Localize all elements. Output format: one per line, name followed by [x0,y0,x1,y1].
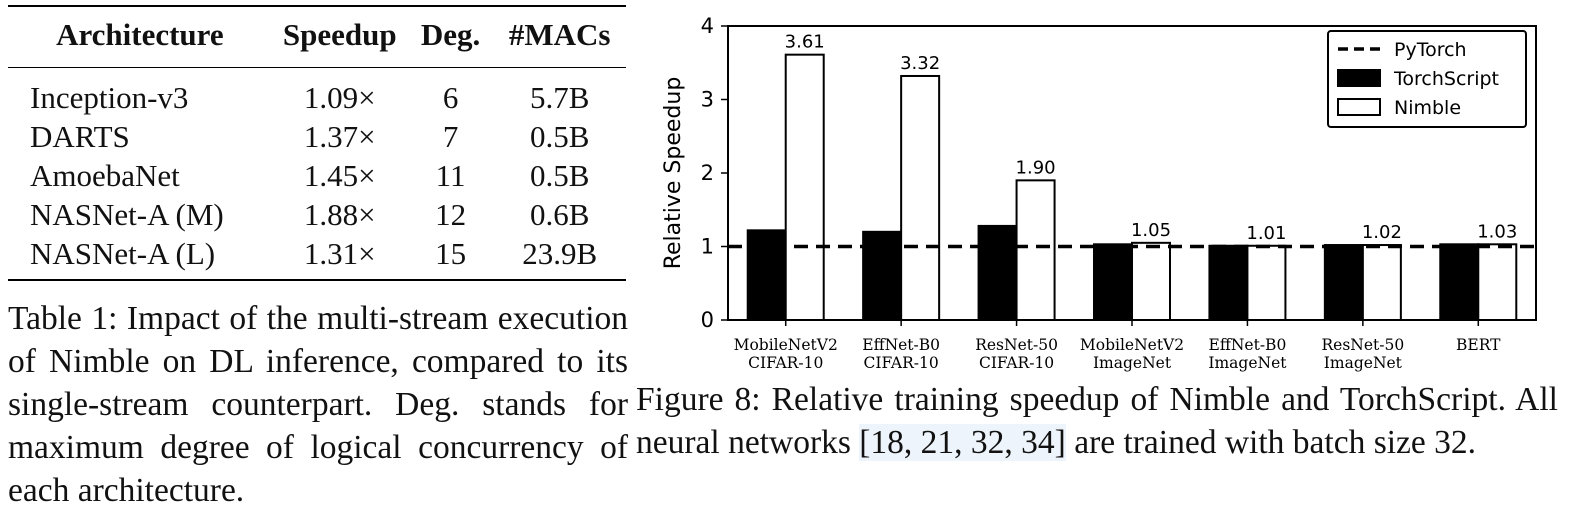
bar-torchscript-3 [1093,243,1133,321]
speedup-bar-chart: 3.61MobileNetV2CIFAR-103.32EffNet-B0CIFA… [661,14,1537,372]
x-tick-label-3-1: ImageNet [1093,354,1172,372]
cell-macs: 0.5B [529,158,590,193]
x-tick-label-6-0: BERT [1456,336,1501,354]
data-label-3: 1.05 [1131,220,1171,241]
figure-caption: Figure 8: Relative training speedup of N… [636,378,1558,464]
table-caption: Table 1: Impact of the multi-stream exec… [8,300,628,509]
y-tick-label-0: 0 [701,308,714,332]
cell-speedup: 1.37× [303,119,376,154]
table-row: NASNet-A (M) 1.88× 12 0.6B [8,195,626,234]
cell-speedup: 1.31× [271,234,408,281]
table-header-row: Architecture Speedup Deg. #MACs [8,5,626,68]
cell-degree: 7 [442,119,459,154]
bar-nimble-1 [900,74,941,322]
bar-torchscript-2 [977,224,1018,321]
x-tick-label-0-0: MobileNetV2 [734,336,838,354]
legend-swatch-nimble [1337,98,1381,116]
x-tick-label-4-1: ImageNet [1208,354,1287,372]
legend-label-nimble: Nimble [1394,97,1461,119]
table-1: Architecture Speedup Deg. #MACs Inceptio… [8,5,626,281]
results-table: Architecture Speedup Deg. #MACs Inceptio… [8,5,626,281]
y-tick-label-4: 4 [701,14,714,38]
cell-architecture: DARTS [30,119,130,154]
bar-nimble-2 [1015,179,1056,321]
data-label-4: 1.01 [1246,223,1286,244]
bar-nimble-0 [784,53,825,321]
bar-torchscript-0 [746,229,787,321]
x-tick-label-5-1: ImageNet [1324,354,1403,372]
bar-nimble-6 [1477,243,1518,321]
x-tick-label-1-0: EffNet-B0 [862,336,940,354]
cell-macs: 23.9B [493,234,626,281]
bar-nimble-4 [1246,244,1287,321]
x-tick-label-4-0: EffNet-B0 [1209,336,1287,354]
cell-architecture: Inception-v3 [30,80,189,115]
data-label-5: 1.02 [1362,222,1402,243]
header-speedup: Speedup [271,5,408,68]
cell-architecture: NASNet-A (M) [30,197,224,232]
header-architecture: Architecture [8,5,272,68]
cell-speedup: 1.88× [303,197,376,232]
bar-torchscript-5 [1323,244,1364,321]
legend-label-torchscript: TorchScript [1393,68,1499,90]
legend-label-pytorch: PyTorch [1394,39,1467,61]
x-tick-label-2-1: CIFAR-10 [979,354,1054,372]
data-label-0: 3.61 [785,32,825,53]
bar-torchscript-4 [1208,244,1249,321]
cell-speedup: 1.09× [303,80,376,115]
cell-degree: 11 [435,158,466,193]
x-tick-label-2-0: ResNet-50 [975,336,1058,354]
bar-torchscript-6 [1439,243,1480,321]
table-row: NASNet-A (L) 1.31× 15 23.9B [8,234,626,281]
legend-swatch-torchscript [1337,69,1381,87]
figure-caption-text: Figure 8: Relative training speedup of N… [636,381,1558,461]
cell-macs: 0.5B [529,119,590,154]
figure-caption-text-end: are trained with batch size 32. [1065,424,1477,461]
x-tick-label-0-1: CIFAR-10 [748,354,823,372]
cell-architecture: AmoebaNet [30,158,180,193]
cell-degree: 6 [442,80,459,115]
figure-8: 3.61 MobileNetV2 CIFAR-10 3.32 EffNet-B0 CIFA… [636,0,1592,524]
table-row: Inception-v3 1.09× 6 5.7B [8,68,626,118]
cell-macs: 5.7B [529,80,590,115]
data-label-6: 1.03 [1477,221,1517,242]
x-tick-label-3-0: MobileNetV2 [1080,336,1184,354]
cell-degree: 15 [407,234,494,281]
cell-degree: 12 [435,197,467,232]
header-macs: #MACs [493,5,626,68]
x-tick-label-1-1: CIFAR-10 [864,354,939,372]
bar-nimble-3 [1131,241,1171,321]
table-row: DARTS 1.37× 7 0.5B [8,117,626,156]
header-degree: Deg. [407,5,494,68]
citation-link[interactable]: [18, 21, 32, 34] [859,424,1066,461]
y-tick-label-2: 2 [701,161,714,185]
y-tick-label-3: 3 [701,88,714,112]
cell-macs: 0.6B [529,197,590,232]
x-tick-label-5-0: ResNet-50 [1321,336,1404,354]
table-row: AmoebaNet 1.45× 11 0.5B [8,156,626,195]
data-label-2: 1.90 [1016,157,1056,178]
y-tick-label-1: 1 [701,235,714,259]
cell-speedup: 1.45× [303,158,376,193]
bar-nimble-5 [1361,244,1402,321]
y-axis-label: Relative Speedup [661,77,686,270]
data-label-1: 3.32 [900,53,940,74]
cell-architecture: NASNet-A (L) [8,234,272,281]
